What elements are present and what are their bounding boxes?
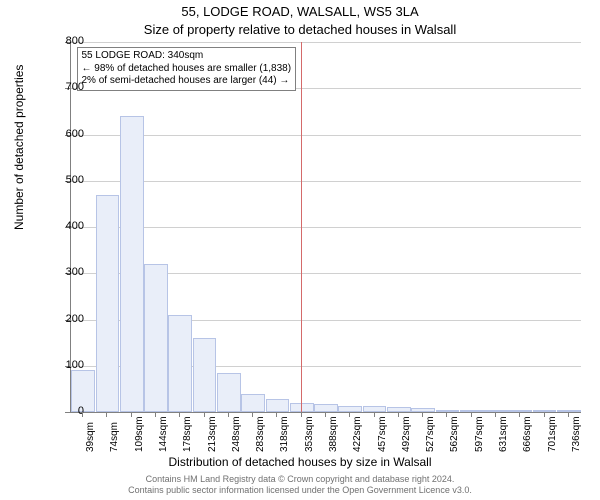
x-tick-label: 666sqm bbox=[522, 416, 533, 452]
y-tick-label: 0 bbox=[44, 405, 84, 417]
x-tick bbox=[179, 412, 181, 417]
reference-annotation-box: 55 LODGE ROAD: 340sqm ← 98% of detached … bbox=[77, 47, 297, 91]
x-tick bbox=[301, 412, 303, 417]
chart-title-sub: Size of property relative to detached ho… bbox=[0, 22, 600, 37]
x-tick-label: 701sqm bbox=[547, 416, 558, 452]
x-tick bbox=[471, 412, 473, 417]
reference-line bbox=[301, 42, 302, 412]
histogram-bar bbox=[120, 116, 144, 412]
x-tick bbox=[374, 412, 376, 417]
histogram-bar bbox=[96, 195, 120, 412]
y-tick-label: 600 bbox=[44, 128, 84, 140]
x-tick bbox=[544, 412, 546, 417]
y-tick-label: 300 bbox=[44, 266, 84, 278]
y-tick-label: 700 bbox=[44, 81, 84, 93]
chart-title-main: 55, LODGE ROAD, WALSALL, WS5 3LA bbox=[0, 4, 600, 19]
histogram-bar bbox=[217, 373, 241, 412]
x-tick-label: 318sqm bbox=[279, 416, 290, 452]
x-tick-label: 631sqm bbox=[498, 416, 509, 452]
x-tick bbox=[155, 412, 157, 417]
y-gridline bbox=[71, 135, 581, 136]
x-tick-label: 597sqm bbox=[474, 416, 485, 452]
chart-container: 55, LODGE ROAD, WALSALL, WS5 3LA Size of… bbox=[0, 0, 600, 500]
x-tick bbox=[398, 412, 400, 417]
x-tick-label: 388sqm bbox=[328, 416, 339, 452]
credit-line-1: Contains HM Land Registry data © Crown c… bbox=[146, 474, 455, 484]
x-tick-label: 74sqm bbox=[109, 422, 120, 452]
x-tick-label: 283sqm bbox=[255, 416, 266, 452]
x-tick-label: 109sqm bbox=[134, 416, 145, 452]
histogram-bar bbox=[241, 394, 265, 413]
x-tick-label: 492sqm bbox=[401, 416, 412, 452]
y-gridline bbox=[71, 227, 581, 228]
x-tick-label: 562sqm bbox=[449, 416, 460, 452]
histogram-bar bbox=[290, 403, 314, 412]
y-tick-label: 200 bbox=[44, 313, 84, 325]
x-tick-label: 178sqm bbox=[182, 416, 193, 452]
x-tick bbox=[204, 412, 206, 417]
annotation-line-2: ← 98% of detached houses are smaller (1,… bbox=[82, 63, 292, 76]
y-tick-label: 800 bbox=[44, 35, 84, 47]
x-tick bbox=[82, 412, 84, 417]
x-axis-label: Distribution of detached houses by size … bbox=[0, 455, 600, 469]
histogram-bar bbox=[266, 399, 290, 412]
histogram-bar bbox=[168, 315, 192, 412]
histogram-bar bbox=[314, 404, 338, 412]
x-tick bbox=[349, 412, 351, 417]
x-tick-label: 422sqm bbox=[352, 416, 363, 452]
histogram-bar bbox=[144, 264, 168, 412]
x-tick bbox=[131, 412, 133, 417]
x-tick bbox=[106, 412, 108, 417]
y-gridline bbox=[71, 42, 581, 43]
x-tick-label: 213sqm bbox=[207, 416, 218, 452]
x-tick bbox=[568, 412, 570, 417]
y-gridline bbox=[71, 181, 581, 182]
credit-text: Contains HM Land Registry data © Crown c… bbox=[0, 474, 600, 496]
annotation-line-3: 2% of semi-detached houses are larger (4… bbox=[82, 75, 292, 88]
annotation-line-1: 55 LODGE ROAD: 340sqm bbox=[82, 50, 292, 63]
x-tick bbox=[252, 412, 254, 417]
x-tick-label: 39sqm bbox=[85, 422, 96, 452]
x-tick-label: 736sqm bbox=[571, 416, 582, 452]
x-tick-label: 144sqm bbox=[158, 416, 169, 452]
x-tick bbox=[495, 412, 497, 417]
x-tick-label: 248sqm bbox=[231, 416, 242, 452]
credit-line-2: Contains public sector information licen… bbox=[128, 485, 472, 495]
y-axis-label: Number of detached properties bbox=[12, 65, 26, 230]
x-tick-label: 353sqm bbox=[304, 416, 315, 452]
y-tick-label: 400 bbox=[44, 220, 84, 232]
x-tick bbox=[519, 412, 521, 417]
x-tick-label: 457sqm bbox=[377, 416, 388, 452]
x-tick-label: 527sqm bbox=[425, 416, 436, 452]
plot-area: 55 LODGE ROAD: 340sqm ← 98% of detached … bbox=[70, 42, 581, 413]
x-tick bbox=[325, 412, 327, 417]
x-tick bbox=[228, 412, 230, 417]
y-tick-label: 100 bbox=[44, 359, 84, 371]
x-tick bbox=[422, 412, 424, 417]
y-tick-label: 500 bbox=[44, 174, 84, 186]
histogram-bar bbox=[193, 338, 217, 412]
